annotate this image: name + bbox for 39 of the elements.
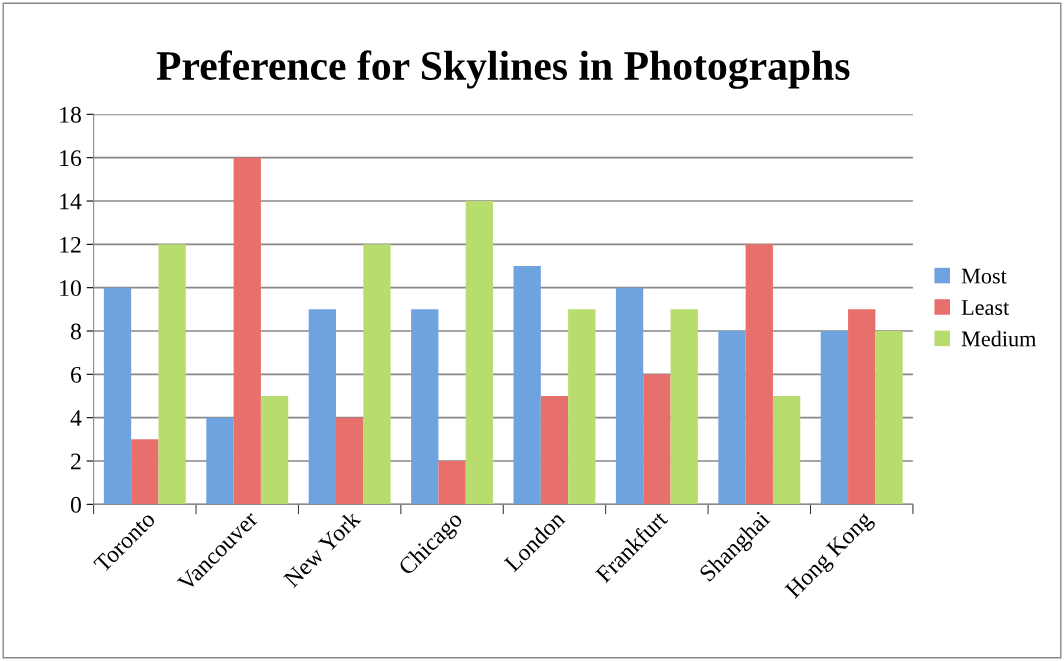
y-tick-label: 18 bbox=[60, 106, 81, 123]
bar bbox=[772, 396, 801, 505]
bar bbox=[411, 309, 439, 505]
bar bbox=[540, 396, 569, 505]
bar bbox=[103, 287, 132, 505]
bar bbox=[643, 374, 671, 505]
legend-label: Medium bbox=[961, 330, 1037, 347]
x-tick-label: New York bbox=[282, 509, 362, 589]
y-tick-label: 8 bbox=[70, 323, 81, 340]
bar bbox=[465, 201, 494, 505]
chart-title: Preference for Skylines in Photographs bbox=[156, 50, 850, 89]
y-tick-label: 0 bbox=[70, 496, 81, 513]
bar bbox=[820, 331, 849, 505]
bar bbox=[615, 287, 644, 505]
legend-label: Least bbox=[961, 300, 1010, 315]
bar bbox=[131, 439, 159, 505]
bar bbox=[363, 244, 391, 505]
bar bbox=[260, 396, 289, 505]
y-tick-label: 12 bbox=[60, 236, 81, 253]
y-tick-label: 10 bbox=[60, 280, 81, 297]
y-tick-label: 6 bbox=[71, 366, 82, 383]
bar bbox=[745, 244, 773, 505]
y-tick-label: 16 bbox=[60, 150, 82, 167]
bar bbox=[308, 309, 336, 505]
bar bbox=[233, 157, 261, 505]
y-tick-label: 2 bbox=[71, 453, 81, 470]
bar bbox=[670, 309, 698, 505]
bar bbox=[513, 266, 541, 505]
bar bbox=[158, 244, 186, 505]
bar bbox=[438, 461, 466, 505]
legend-label: Most bbox=[961, 268, 1007, 284]
bar bbox=[718, 331, 746, 505]
y-tick-label: 14 bbox=[60, 193, 82, 210]
bar bbox=[206, 417, 234, 505]
bar bbox=[568, 309, 596, 505]
bar bbox=[848, 309, 876, 505]
y-tick-label: 4 bbox=[70, 410, 82, 426]
bar bbox=[336, 417, 364, 505]
bar bbox=[875, 331, 903, 505]
